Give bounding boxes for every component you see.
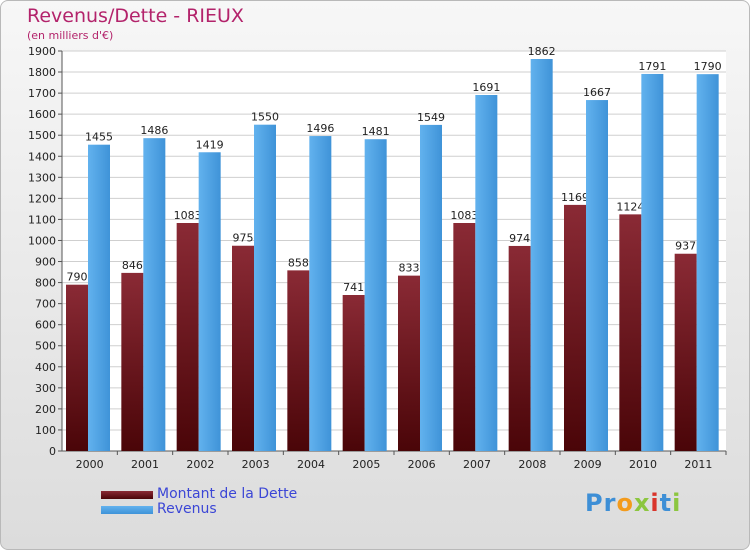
bar-debt-2006 xyxy=(398,275,420,451)
y-tick-label: 1900 xyxy=(28,45,56,58)
chart-title: Revenus/Dette - RIEUX xyxy=(27,5,244,27)
y-tick-label: 1000 xyxy=(28,234,56,247)
data-label-debt-2007: 1083 xyxy=(450,209,478,222)
y-tick-label: 1700 xyxy=(28,87,56,100)
data-label-debt-2004: 858 xyxy=(288,256,309,269)
data-label-debt-2006: 833 xyxy=(399,262,420,275)
bar-debt-2010 xyxy=(619,214,642,451)
bar-debt-2001 xyxy=(121,272,144,451)
data-label-revenue-2004: 1496 xyxy=(306,122,334,135)
y-tick-label: 100 xyxy=(35,424,56,437)
y-tick-label: 1400 xyxy=(28,150,56,163)
y-tick-label: 400 xyxy=(35,361,56,374)
bar-debt-2005 xyxy=(342,295,365,451)
legend-label-debt: Montant de la Dette xyxy=(157,486,298,502)
y-tick-label: 1200 xyxy=(28,192,56,205)
proxiti-logo: Proxiti xyxy=(585,489,681,517)
y-tick-label: 500 xyxy=(35,340,56,353)
y-tick-label: 300 xyxy=(35,382,56,395)
logo-letter: x xyxy=(633,489,651,517)
y-tick-label: 1800 xyxy=(28,66,56,79)
data-label-revenue-2003: 1550 xyxy=(251,111,279,124)
logo-letter: t xyxy=(659,489,673,517)
bar-revenue-2007 xyxy=(475,95,498,451)
plot-area xyxy=(62,51,726,451)
data-label-debt-2000: 790 xyxy=(67,271,88,284)
bar-revenue-2004 xyxy=(309,136,332,452)
y-tick-label: 1100 xyxy=(28,213,56,226)
bar-revenue-2001 xyxy=(143,138,166,451)
x-tick-label-2007: 2007 xyxy=(463,458,491,471)
bar-revenue-2008 xyxy=(530,59,553,451)
data-label-revenue-2000: 1455 xyxy=(85,131,113,144)
bar-revenue-2009 xyxy=(586,100,608,451)
data-label-revenue-2011: 1790 xyxy=(694,60,722,73)
bar-revenue-2002 xyxy=(198,152,221,451)
data-label-revenue-2002: 1419 xyxy=(196,138,224,151)
data-label-debt-2009: 1169 xyxy=(561,191,589,204)
bar-debt-2003 xyxy=(232,245,254,451)
logo-letter: i xyxy=(672,489,682,517)
data-label-debt-2005: 741 xyxy=(343,281,364,294)
x-tick-label-2001: 2001 xyxy=(131,458,159,471)
legend-swatch-revenue xyxy=(101,506,153,514)
bar-debt-2011 xyxy=(674,253,697,451)
data-label-debt-2011: 937 xyxy=(675,240,696,253)
bar-debt-2004 xyxy=(287,270,310,451)
data-label-revenue-2001: 1486 xyxy=(140,124,168,137)
logo-letter: r xyxy=(603,489,617,517)
chart-subtitle: (en milliers d'€) xyxy=(27,29,114,42)
bar-debt-2007 xyxy=(453,223,476,451)
y-tick-label: 200 xyxy=(35,403,56,416)
y-tick-label: 1300 xyxy=(28,171,56,184)
data-label-revenue-2008: 1862 xyxy=(528,45,556,58)
bar-debt-2008 xyxy=(508,245,531,451)
x-tick-label-2011: 2011 xyxy=(684,458,712,471)
bar-debt-2002 xyxy=(176,223,199,451)
bar-revenue-2006 xyxy=(420,124,442,451)
data-label-revenue-2007: 1691 xyxy=(472,81,500,94)
logo-letter: i xyxy=(650,489,660,517)
bar-revenue-2010 xyxy=(641,73,664,452)
data-label-debt-2001: 846 xyxy=(122,259,143,272)
y-tick-label: 0 xyxy=(49,445,56,458)
data-label-revenue-2010: 1791 xyxy=(638,60,666,73)
bar-debt-2000 xyxy=(66,284,88,451)
logo-letter: o xyxy=(616,489,634,517)
data-label-debt-2008: 974 xyxy=(509,232,530,245)
x-tick-label-2008: 2008 xyxy=(518,458,546,471)
x-tick-label-2000: 2000 xyxy=(76,458,104,471)
logo-letter: P xyxy=(585,489,604,517)
y-tick-label: 1600 xyxy=(28,108,56,121)
bar-debt-2009 xyxy=(564,204,586,451)
bar-revenue-2003 xyxy=(254,124,276,452)
y-tick-label: 900 xyxy=(35,256,56,269)
x-tick-label-2009: 2009 xyxy=(574,458,602,471)
y-tick-label: 800 xyxy=(35,277,56,290)
data-label-debt-2003: 975 xyxy=(233,232,254,245)
x-tick-label-2004: 2004 xyxy=(297,458,325,471)
data-label-debt-2002: 1083 xyxy=(174,209,202,222)
x-tick-label-2010: 2010 xyxy=(629,458,657,471)
bar-revenue-2011 xyxy=(696,74,719,451)
data-label-revenue-2006: 1549 xyxy=(417,111,445,124)
y-tick-label: 1500 xyxy=(28,129,56,142)
x-tick-label-2005: 2005 xyxy=(352,458,380,471)
bar-revenue-2005 xyxy=(364,139,387,452)
x-tick-label-2002: 2002 xyxy=(186,458,214,471)
legend-swatch-debt xyxy=(101,491,153,499)
data-label-revenue-2005: 1481 xyxy=(362,125,390,138)
data-label-revenue-2009: 1667 xyxy=(583,86,611,99)
x-tick-label-2006: 2006 xyxy=(408,458,436,471)
x-tick-label-2003: 2003 xyxy=(242,458,270,471)
bar-revenue-2000 xyxy=(88,144,110,451)
data-label-debt-2010: 1124 xyxy=(616,200,644,213)
y-tick-label: 600 xyxy=(35,319,56,332)
legend-label-revenue: Revenus xyxy=(157,501,217,517)
y-tick-label: 700 xyxy=(35,298,56,311)
